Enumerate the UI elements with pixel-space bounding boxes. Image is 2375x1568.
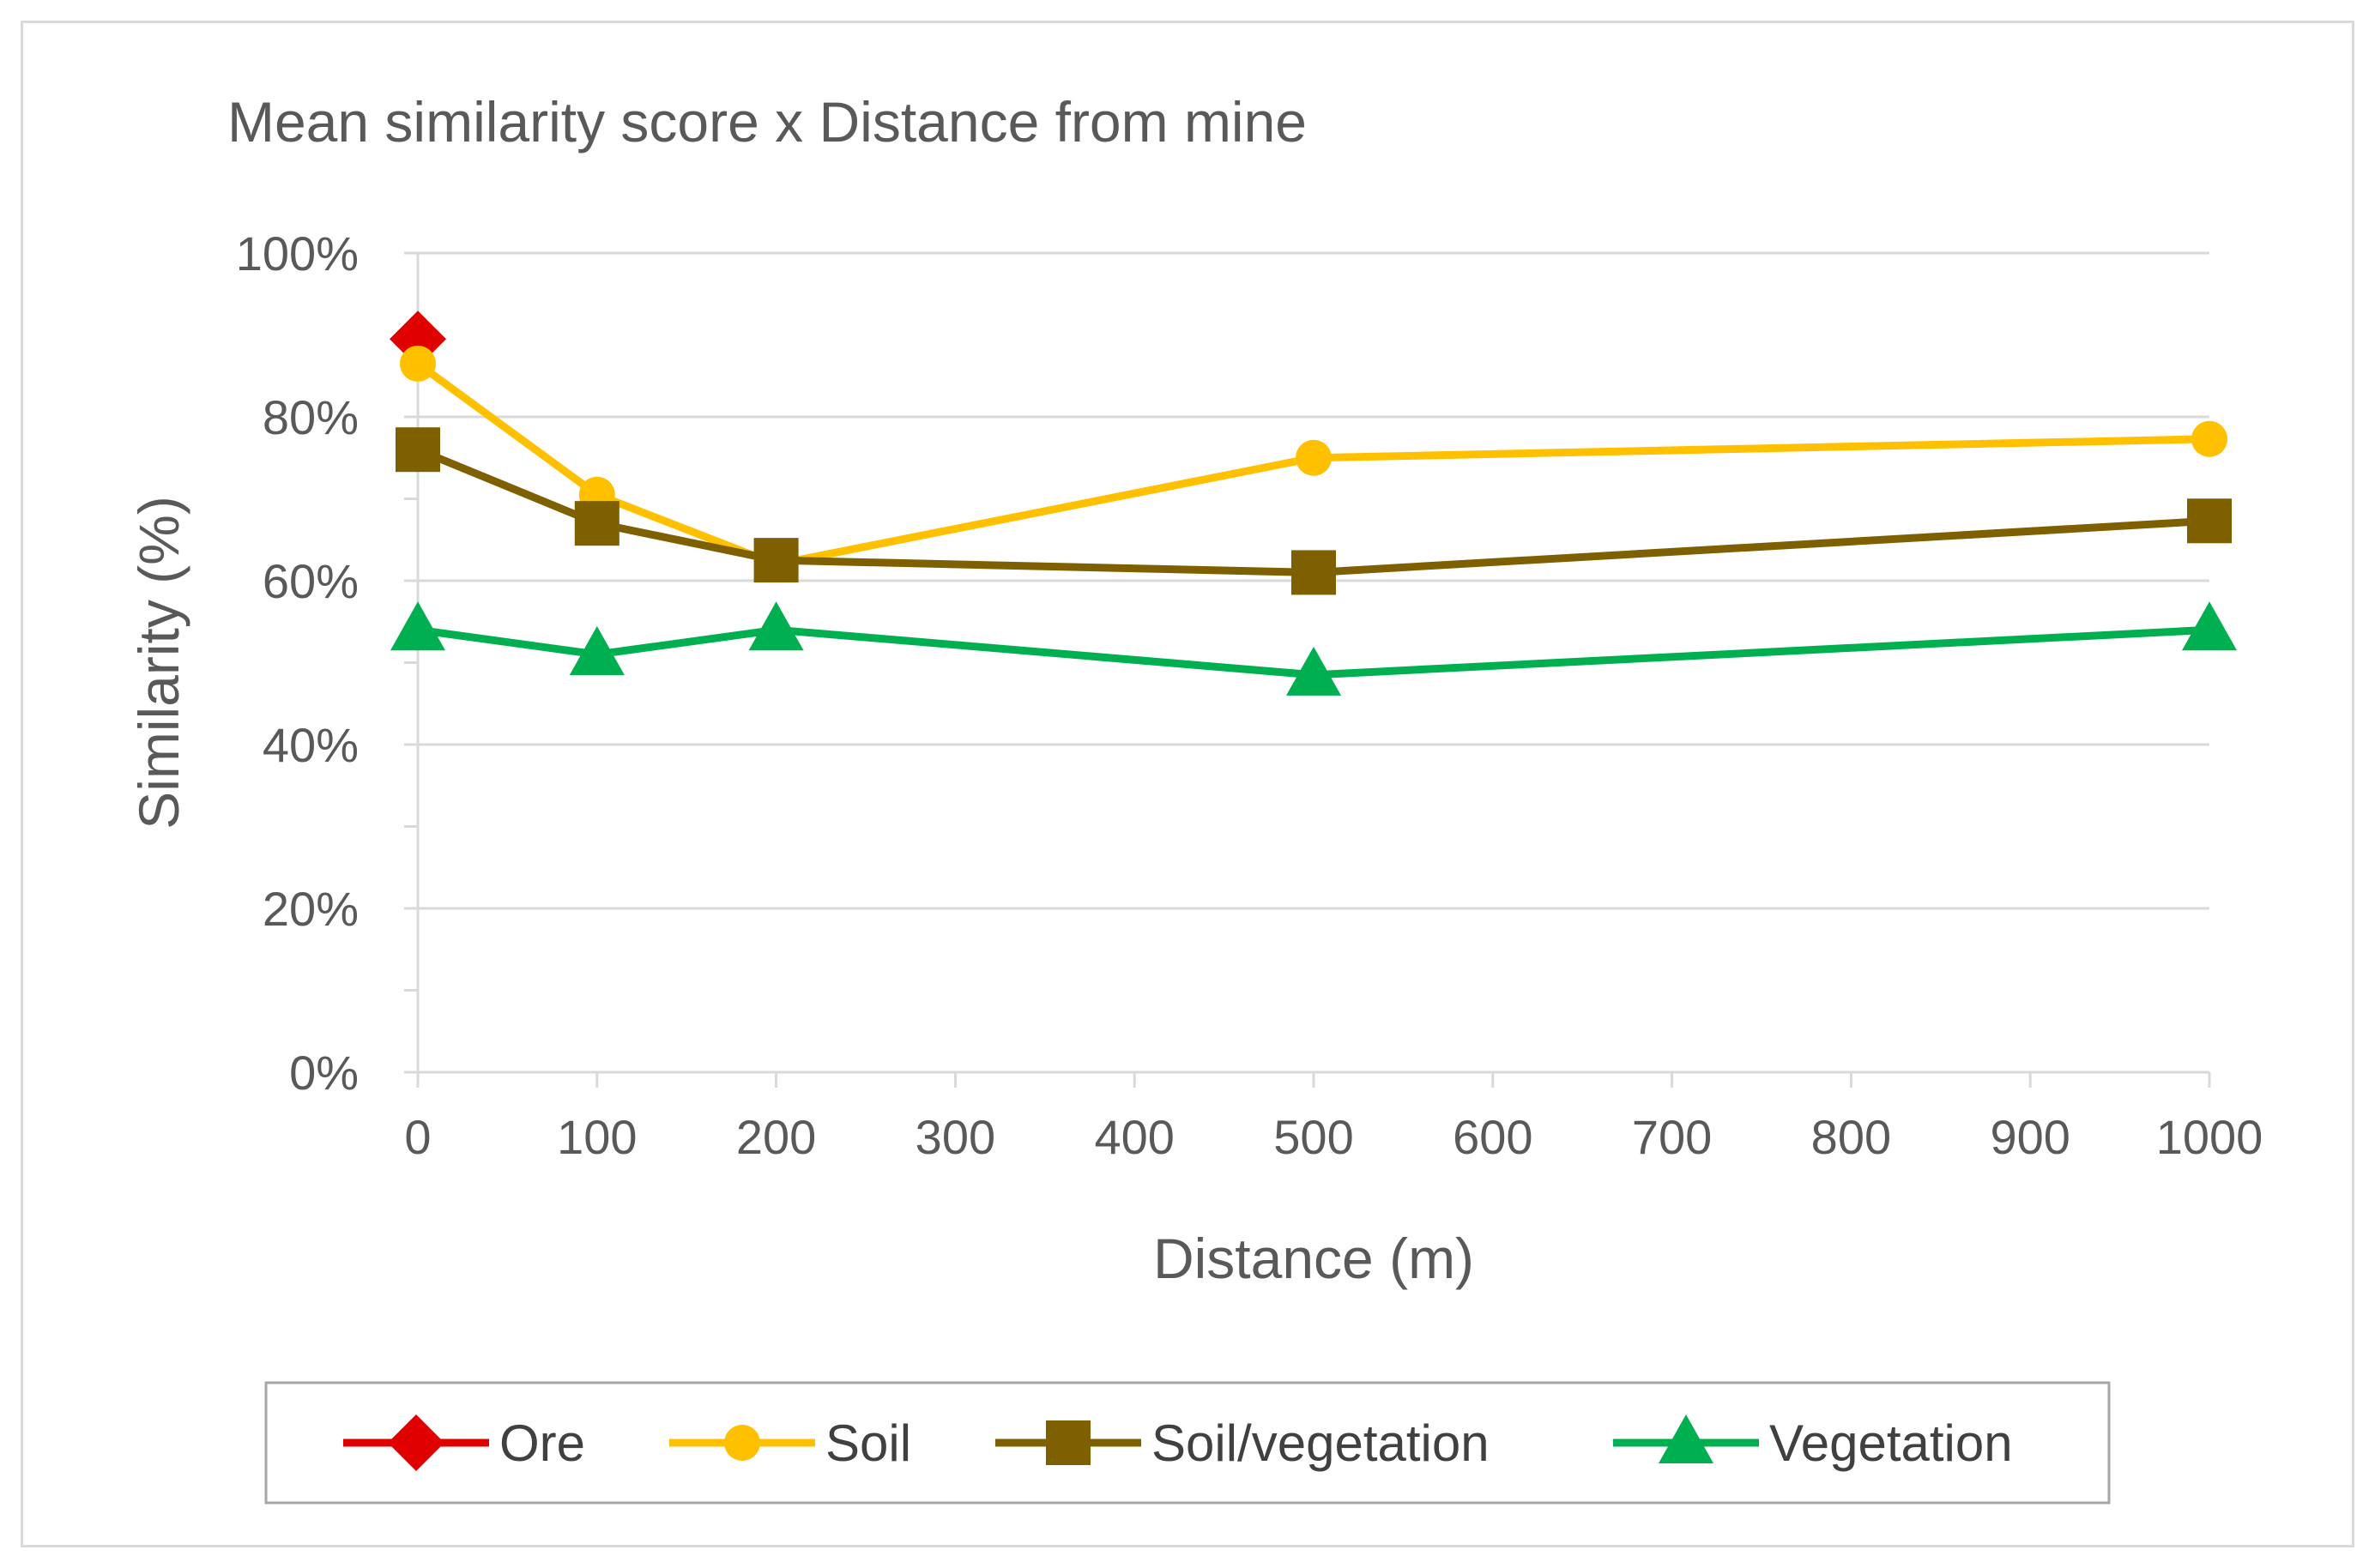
y-tick-label-40: 40% (263, 718, 359, 772)
x-tick-label-0: 0 (404, 1110, 431, 1164)
data-point-soil-vegetation-500 (1291, 550, 1336, 595)
data-point-vegetation-100 (569, 625, 625, 675)
legend-label-vegetation: Vegetation (1769, 1414, 2013, 1472)
y-tick-label-20: 20% (263, 882, 359, 936)
legend-marker-soil-vegetation (1046, 1420, 1091, 1465)
data-point-soil-500 (1296, 439, 1332, 476)
data-point-soil-0 (400, 345, 436, 382)
x-tick-label-100: 100 (557, 1110, 637, 1164)
x-tick-label-1000: 1000 (2156, 1110, 2263, 1164)
y-axis-title: Similarity (%) (127, 496, 190, 829)
data-point-soil-vegetation-1000 (2187, 498, 2232, 544)
x-tick-label-700: 700 (1632, 1110, 1712, 1164)
legend-label-ore: Ore (499, 1414, 585, 1472)
x-tick-label-900: 900 (1990, 1110, 2070, 1164)
series-soil (400, 345, 2227, 582)
legend-marker-vegetation (1659, 1414, 1713, 1463)
x-tick-label-300: 300 (916, 1110, 995, 1164)
legend-marker-soil (724, 1425, 760, 1461)
chart-title: Mean similarity score x Distance from mi… (227, 90, 1307, 154)
y-tick-labels: 0% 20% 40% 60% 80% 100% (236, 226, 359, 1100)
legend-item-ore: Ore (343, 1414, 585, 1472)
series-soil-vegetation (396, 427, 2232, 595)
y-tick-label-60: 60% (263, 554, 359, 608)
data-point-soil-vegetation-200 (753, 538, 799, 583)
y-tick-label-80: 80% (263, 390, 359, 444)
data-point-soil-vegetation-100 (574, 501, 619, 546)
legend: Ore Soil Soil/vegetation Vegetation (264, 1381, 2111, 1505)
legend-marker-ore (388, 1414, 444, 1471)
x-tick-label-200: 200 (736, 1110, 816, 1164)
x-tick-label-400: 400 (1094, 1110, 1174, 1164)
legend-item-vegetation: Vegetation (1613, 1414, 2013, 1472)
series-group (390, 311, 2237, 696)
legend-box (264, 1381, 2111, 1505)
gridlines (418, 251, 2209, 910)
legend-item-soil: Soil (669, 1414, 911, 1472)
chart-frame (21, 21, 2354, 1547)
data-point-vegetation-200 (748, 601, 804, 651)
x-tick-labels: 0 100 200 300 400 500 600 700 800 900 1000 (404, 1110, 2263, 1164)
series-vegetation (390, 601, 2237, 696)
y-tick-label-0: 0% (289, 1046, 359, 1100)
x-tick-label-800: 800 (1811, 1110, 1891, 1164)
data-point-soil-1000 (2191, 420, 2227, 457)
x-tick-label-500: 500 (1273, 1110, 1353, 1164)
data-point-vegetation-0 (390, 601, 445, 651)
data-point-vegetation-500 (1286, 646, 1341, 696)
x-tick-label-600: 600 (1453, 1110, 1532, 1164)
legend-label-soil-vegetation: Soil/vegetation (1151, 1414, 1490, 1472)
data-point-soil-vegetation-0 (396, 427, 440, 473)
axes (404, 251, 2211, 1088)
y-tick-label-100: 100% (236, 226, 359, 280)
x-axis-title: Distance (m) (1153, 1227, 1474, 1290)
legend-label-soil: Soil (825, 1414, 911, 1472)
data-point-vegetation-1000 (2182, 601, 2237, 651)
legend-item-soil-vegetation: Soil/vegetation (995, 1414, 1490, 1472)
